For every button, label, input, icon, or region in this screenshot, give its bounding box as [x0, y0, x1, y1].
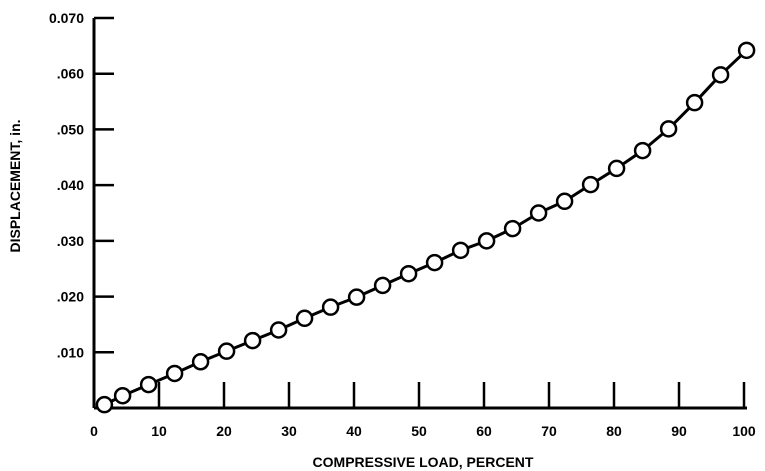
data-point	[659, 120, 678, 138]
series-line	[103, 49, 748, 407]
data-point	[321, 298, 340, 316]
x-tick-label: 30	[281, 423, 297, 439]
data-point	[191, 353, 210, 371]
y-tick-label: .060	[57, 66, 84, 82]
x-tick-label: 70	[541, 423, 557, 439]
data-point	[581, 175, 600, 194]
y-tick-label: .020	[57, 289, 84, 305]
x-tick-label: 10	[151, 423, 167, 439]
data-point	[529, 204, 548, 222]
y-tick-label: .030	[57, 233, 84, 249]
x-tick-label: 50	[411, 423, 427, 439]
y-tick-label: 0.070	[49, 10, 84, 26]
y-tick-label: .010	[57, 344, 84, 360]
data-point	[113, 386, 132, 405]
data-point	[243, 331, 262, 350]
data-point	[607, 159, 626, 178]
y-axis-title: DISPLACEMENT, in.	[7, 119, 23, 252]
axes	[92, 18, 747, 410]
data-point	[711, 66, 730, 84]
data-point	[139, 375, 158, 394]
data-series	[95, 41, 756, 414]
data-point	[451, 241, 470, 260]
data-point	[165, 364, 184, 383]
y-tick-label: .050	[57, 121, 84, 137]
data-point	[295, 309, 314, 328]
data-point	[347, 288, 366, 306]
data-point	[217, 342, 236, 360]
data-point	[503, 219, 522, 238]
data-point	[737, 41, 756, 60]
data-point	[425, 253, 444, 272]
data-point	[373, 276, 392, 295]
data-point	[95, 395, 114, 414]
data-point	[555, 192, 574, 211]
data-point	[399, 264, 418, 283]
x-tick-label: 60	[476, 423, 492, 439]
x-tick-label: 0	[90, 423, 98, 439]
y-tick-label: .040	[57, 177, 84, 193]
data-point	[269, 321, 288, 339]
x-tick-label: 100	[732, 423, 756, 439]
tick-marks	[94, 16, 746, 408]
data-point	[477, 232, 496, 250]
x-tick-label: 40	[346, 423, 362, 439]
x-tick-label: 20	[216, 423, 232, 439]
data-point	[633, 141, 652, 160]
data-point	[685, 93, 704, 112]
x-tick-label: 90	[671, 423, 687, 439]
x-tick-label: 80	[606, 423, 622, 439]
x-axis-title: COMPRESSIVE LOAD, PERCENT	[313, 454, 534, 470]
tick-labels: .010 .020 .030 .040 .050 .060 0.070 0 10 20 30 40 50…	[49, 10, 756, 439]
